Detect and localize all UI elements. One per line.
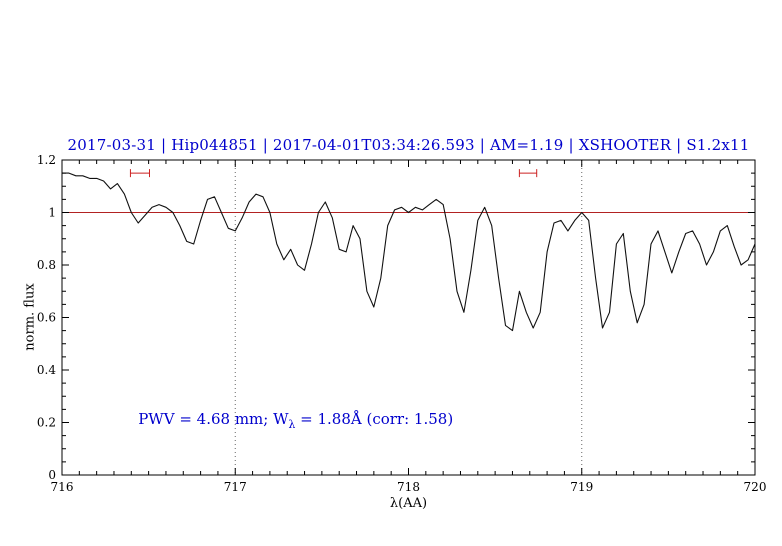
y-tick-label: 0.4 (37, 363, 56, 377)
telluric-marker (518, 169, 538, 178)
x-axis-label: λ(AA) (389, 496, 428, 511)
x-tick-label: 718 (397, 480, 420, 494)
x-tick-label: 719 (570, 480, 593, 494)
telluric-marker (129, 169, 150, 178)
spectrum-line (62, 172, 756, 332)
pwv-annotation: PWV = 4.68 mm; Wλ = 1.88Å (corr: 1.58) (138, 410, 453, 431)
x-tick-label: 716 (51, 480, 74, 494)
y-tick-label: 0 (48, 468, 56, 482)
x-tick-label: 717 (224, 480, 247, 494)
y-tick-label: 0.2 (37, 416, 56, 430)
pwv-annotation-subscript: λ (288, 417, 296, 431)
y-tick-label: 0.8 (37, 258, 56, 272)
y-tick-label: 0.6 (37, 311, 56, 325)
pwv-annotation-suffix: = 1.88Å (corr: 1.58) (295, 409, 454, 428)
pwv-annotation-prefix: PWV = 4.68 mm; W (138, 409, 289, 428)
y-tick-label: 1 (48, 206, 56, 220)
y-tick-label: 1.2 (37, 153, 56, 167)
x-tick-label: 720 (744, 480, 767, 494)
plot-title: 2017-03-31 | Hip044851 | 2017-04-01T03:3… (67, 136, 750, 154)
